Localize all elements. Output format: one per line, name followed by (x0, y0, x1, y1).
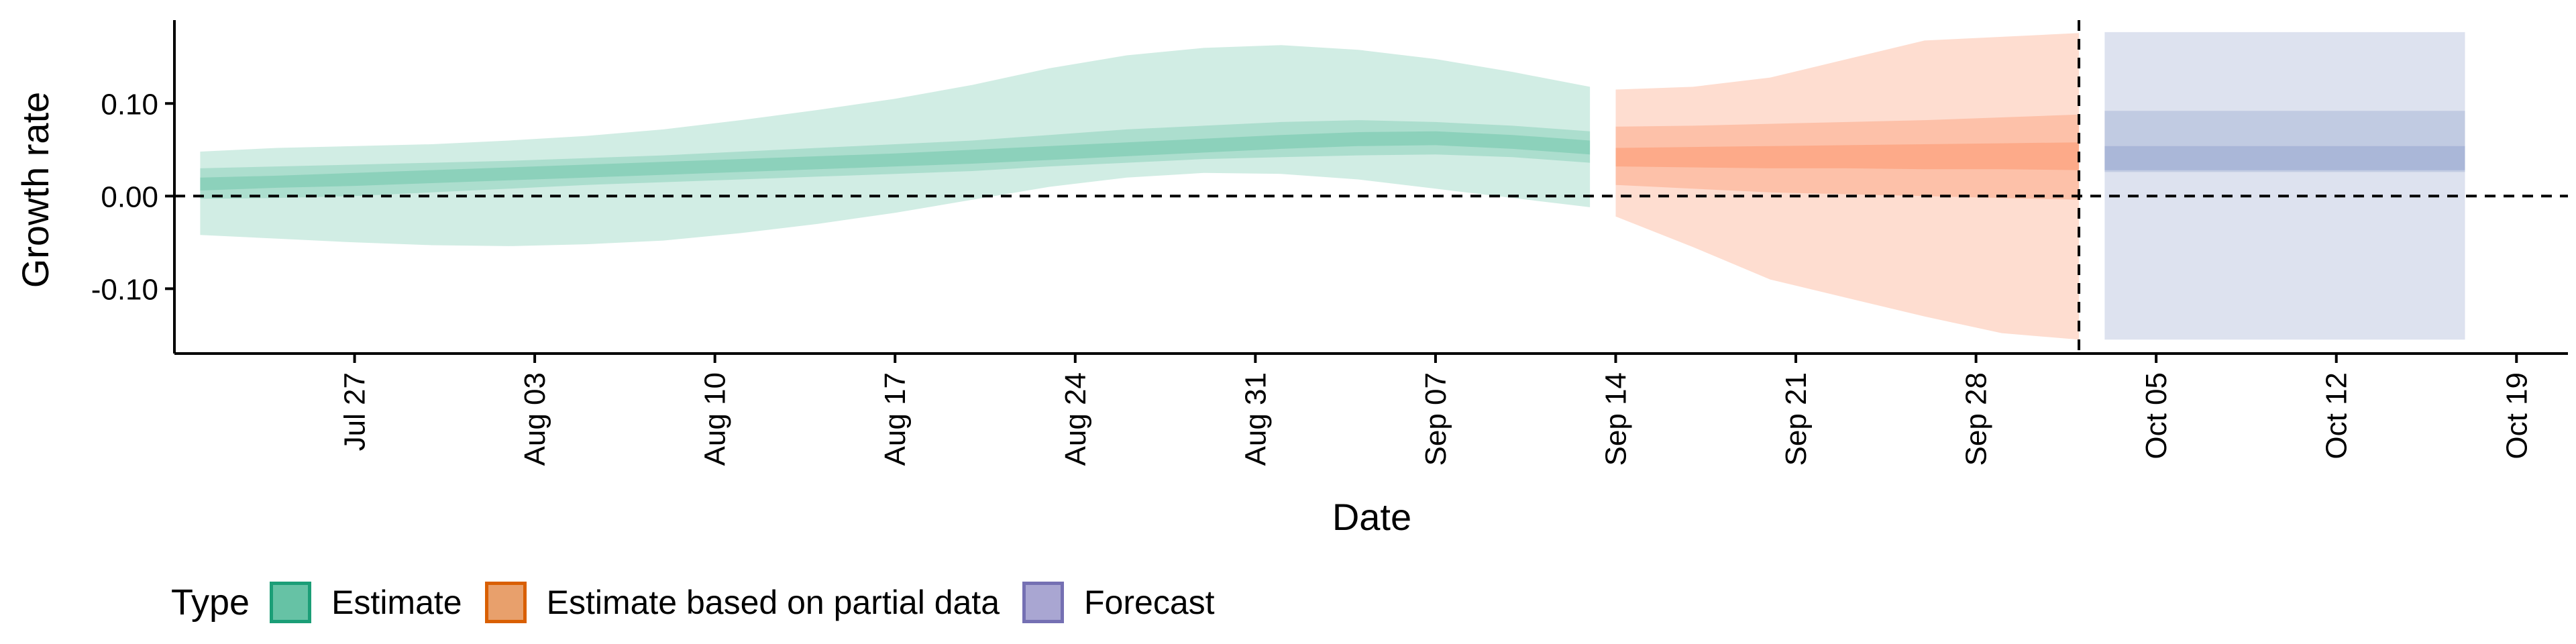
y-tick-label: 0.10 (101, 88, 158, 121)
forecast-band-90 (2104, 32, 2465, 340)
legend-label-partial: Estimate based on partial data (546, 584, 1000, 621)
bands-layer (200, 32, 2465, 340)
x-tick-label: Aug 10 (699, 372, 732, 466)
x-tick-label: Aug 03 (519, 372, 551, 466)
x-tick-label: Oct 19 (2500, 372, 2533, 460)
legend-key-estimate (270, 582, 312, 623)
legend-key-forecast (1022, 582, 1065, 623)
legend-item-partial: Estimate based on partial data (484, 582, 1000, 623)
estimate-band-20 (200, 131, 1591, 191)
legend: Type Estimate Estimate based on partial … (171, 576, 1238, 629)
axes-layer: -0.10 0.00 0.10 Jul 27 Aug 03 Aug 10 Aug 17 Aug… (91, 20, 2568, 466)
x-tick-label: Oct 12 (2320, 372, 2353, 460)
forecast-band-20 (2104, 146, 2465, 170)
x-tick-label: Aug 17 (879, 372, 912, 466)
legend-label-estimate: Estimate (331, 584, 462, 621)
legend-title: Type (171, 582, 250, 623)
x-tick-label: Sep 07 (1419, 372, 1452, 466)
x-tick-label: Sep 28 (1960, 372, 1993, 466)
estimate-band-50 (200, 120, 1591, 199)
x-axis-title: Date (1332, 496, 1411, 538)
x-tick-label: Sep 14 (1600, 372, 1633, 466)
legend-item-estimate: Estimate (270, 582, 462, 623)
reference-lines (174, 20, 2568, 354)
estimate-band-90 (200, 45, 1591, 246)
x-tick-label: Sep 21 (1780, 372, 1813, 466)
legend-key-partial (484, 582, 527, 623)
x-tick-label: Aug 24 (1059, 372, 1092, 466)
legend-label-forecast: Forecast (1084, 584, 1215, 621)
x-tick-label: Aug 31 (1239, 372, 1272, 466)
estimate-based-on-partial-data-band-90 (1615, 33, 2080, 340)
x-tick-label: Oct 05 (2140, 372, 2173, 460)
y-tick-label: 0.00 (101, 180, 158, 213)
estimate-based-on-partial-data-band-50 (1615, 114, 2080, 200)
estimate-based-on-partial-data-band-20 (1615, 142, 2080, 170)
forecast-band-50 (2104, 111, 2465, 172)
y-tick-label: -0.10 (91, 273, 158, 306)
y-axis-title: Growth rate (14, 92, 56, 288)
x-tick-label: Jul 27 (339, 372, 372, 451)
legend-item-forecast: Forecast (1022, 582, 1215, 623)
